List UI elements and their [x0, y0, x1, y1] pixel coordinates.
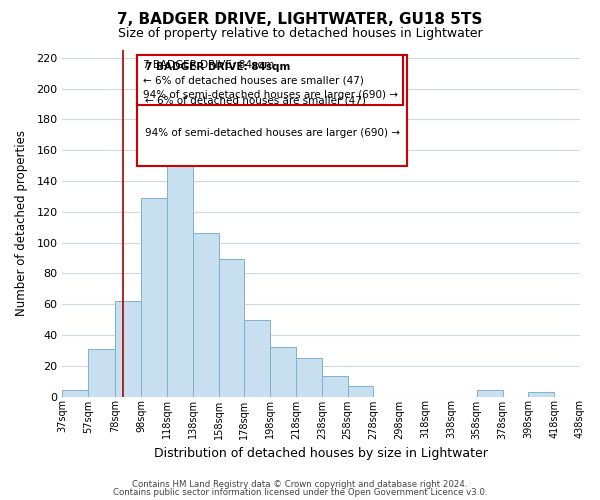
Bar [141, 198, 167, 396]
Bar [477, 390, 503, 396]
Text: Size of property relative to detached houses in Lightwater: Size of property relative to detached ho… [118, 28, 482, 40]
Bar [296, 358, 322, 397]
Text: 7, BADGER DRIVE, LIGHTWATER, GU18 5TS: 7, BADGER DRIVE, LIGHTWATER, GU18 5TS [118, 12, 482, 28]
Bar [62, 390, 88, 396]
Bar [270, 347, 296, 397]
Text: 94% of semi-detached houses are larger (690) →: 94% of semi-detached houses are larger (… [145, 128, 400, 138]
Text: 7 BADGER DRIVE: 84sqm
← 6% of detached houses are smaller (47)
94% of semi-detac: 7 BADGER DRIVE: 84sqm ← 6% of detached h… [143, 60, 398, 100]
Bar [529, 392, 554, 396]
Bar [115, 301, 141, 396]
Bar [88, 349, 115, 397]
Bar [347, 386, 373, 396]
X-axis label: Distribution of detached houses by size in Lightwater: Distribution of detached houses by size … [154, 447, 488, 460]
Bar [218, 260, 244, 396]
Text: ← 6% of detached houses are smaller (47): ← 6% of detached houses are smaller (47) [145, 95, 366, 105]
Bar [244, 320, 270, 396]
FancyBboxPatch shape [137, 55, 407, 166]
Y-axis label: Number of detached properties: Number of detached properties [15, 130, 28, 316]
Bar [322, 376, 347, 396]
Bar [167, 118, 193, 396]
Text: Contains public sector information licensed under the Open Government Licence v3: Contains public sector information licen… [113, 488, 487, 497]
Bar [193, 234, 218, 396]
Text: Contains HM Land Registry data © Crown copyright and database right 2024.: Contains HM Land Registry data © Crown c… [132, 480, 468, 489]
Text: 7 BADGER DRIVE: 84sqm: 7 BADGER DRIVE: 84sqm [145, 62, 290, 72]
